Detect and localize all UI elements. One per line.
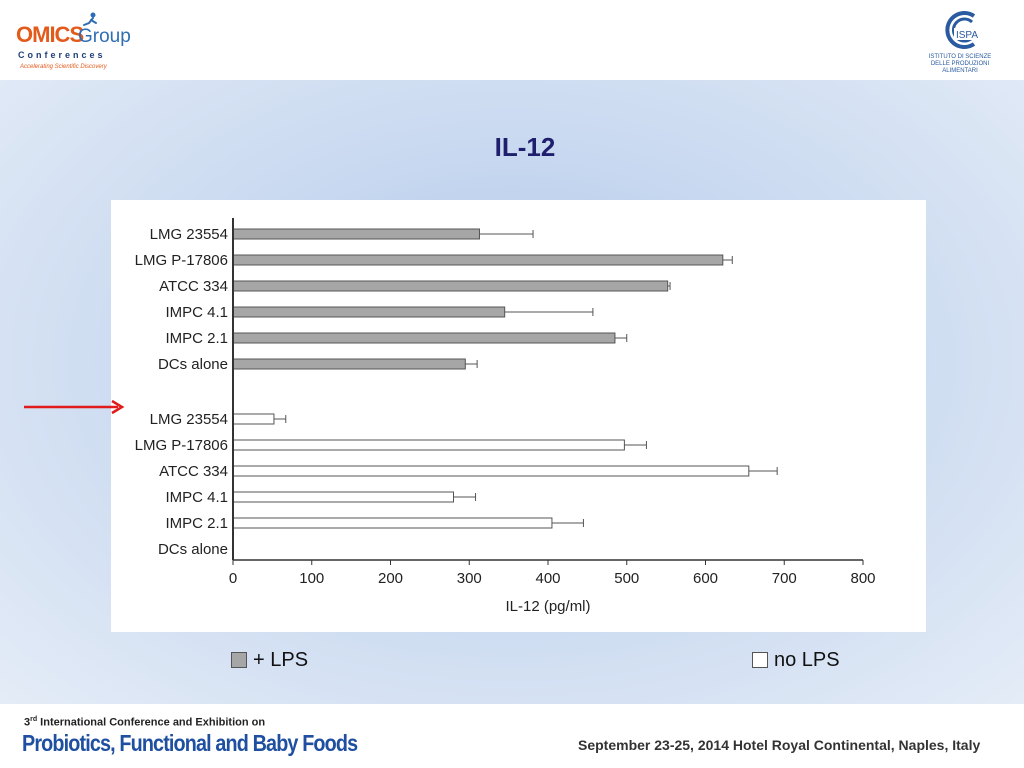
legend-item-lps: + LPS xyxy=(231,648,308,672)
chart-svg: LMG 23554 LMG P-17806 ATCC 334 IMPC 4.1 IMPC… xyxy=(135,218,876,615)
x-tick-label: 0 xyxy=(229,570,237,587)
footer-date-venue: September 23-25, 2014 Hotel Royal Contin… xyxy=(578,737,981,753)
legend-label-lps: + LPS xyxy=(253,648,309,671)
footer-conference-title: Probiotics, Functional and Baby Foods xyxy=(22,730,358,756)
red-arrow-icon xyxy=(24,399,125,415)
category-label: LMG 23554 xyxy=(150,226,228,243)
omics-logo-conferences: Conferences xyxy=(18,50,106,60)
bar xyxy=(232,228,480,240)
category-label: IMPC 4.1 xyxy=(165,489,228,506)
legend-swatch-lps xyxy=(231,652,247,668)
category-label: LMG 23554 xyxy=(150,411,228,428)
x-tick-label: 400 xyxy=(535,570,560,587)
il12-bar-chart: LMG 23554 LMG P-17806 ATCC 334 IMPC 4.1 IMPC… xyxy=(111,200,926,632)
category-label: ATCC 334 xyxy=(159,463,228,480)
bar xyxy=(232,517,553,529)
bar xyxy=(232,306,506,318)
category-label: IMPC 2.1 xyxy=(165,515,228,532)
bar xyxy=(232,491,454,503)
omics-logo-tagline: Accelerating Scientific Discovery xyxy=(20,64,107,70)
category-label: DCs alone xyxy=(158,541,228,558)
ispa-emblem-icon: ISPA xyxy=(945,11,980,49)
legend-item-nolps: no LPS xyxy=(752,648,840,672)
x-tick-label: 800 xyxy=(850,570,875,587)
x-tick-label: 100 xyxy=(299,570,324,587)
x-tick-label: 600 xyxy=(693,570,718,587)
bar xyxy=(232,280,669,292)
header: OMICS Group Conferences Accelerating Sci… xyxy=(0,0,1024,80)
x-tick-label: 500 xyxy=(614,570,639,587)
omics-logo-group: Group xyxy=(78,26,131,47)
category-label: IMPC 2.1 xyxy=(165,330,228,347)
slide-title: IL-12 xyxy=(494,132,556,162)
legend-label-nolps: no LPS xyxy=(774,648,840,671)
bar xyxy=(232,332,616,344)
bar xyxy=(232,465,750,477)
bar xyxy=(232,439,625,451)
category-label: DCs alone xyxy=(158,356,228,373)
x-tick-label: 300 xyxy=(457,570,482,587)
legend-swatch-nolps xyxy=(752,652,768,668)
category-label: LMG P-17806 xyxy=(135,437,228,454)
x-tick-label: 200 xyxy=(378,570,403,587)
x-axis-label: IL-12 (pg/ml) xyxy=(505,598,590,615)
ispa-full-name: ISTITUTO DI SCIENZE DELLE PRODUZIONI ALI… xyxy=(928,54,992,74)
category-label: LMG P-17806 xyxy=(135,252,228,269)
footer-conference-line: 3rd International Conference and Exhibit… xyxy=(24,716,266,729)
ispa-logo[interactable]: ISPA ISTITUTO DI SCIENZE DELLE PRODUZION… xyxy=(918,6,1002,80)
footer-banner: 3rd International Conference and Exhibit… xyxy=(0,704,1024,768)
ispa-acronym: ISPA xyxy=(956,30,978,41)
category-label: IMPC 4.1 xyxy=(165,304,228,321)
omics-logo-name: OMICS xyxy=(16,22,84,47)
category-label: ATCC 334 xyxy=(159,278,228,295)
bar xyxy=(232,413,275,425)
omics-group-logo[interactable]: OMICS Group Conferences Accelerating Sci… xyxy=(14,12,134,76)
x-tick-label: 700 xyxy=(772,570,797,587)
runner-figure-icon xyxy=(83,12,97,26)
bar xyxy=(232,254,724,266)
bar xyxy=(232,358,466,370)
